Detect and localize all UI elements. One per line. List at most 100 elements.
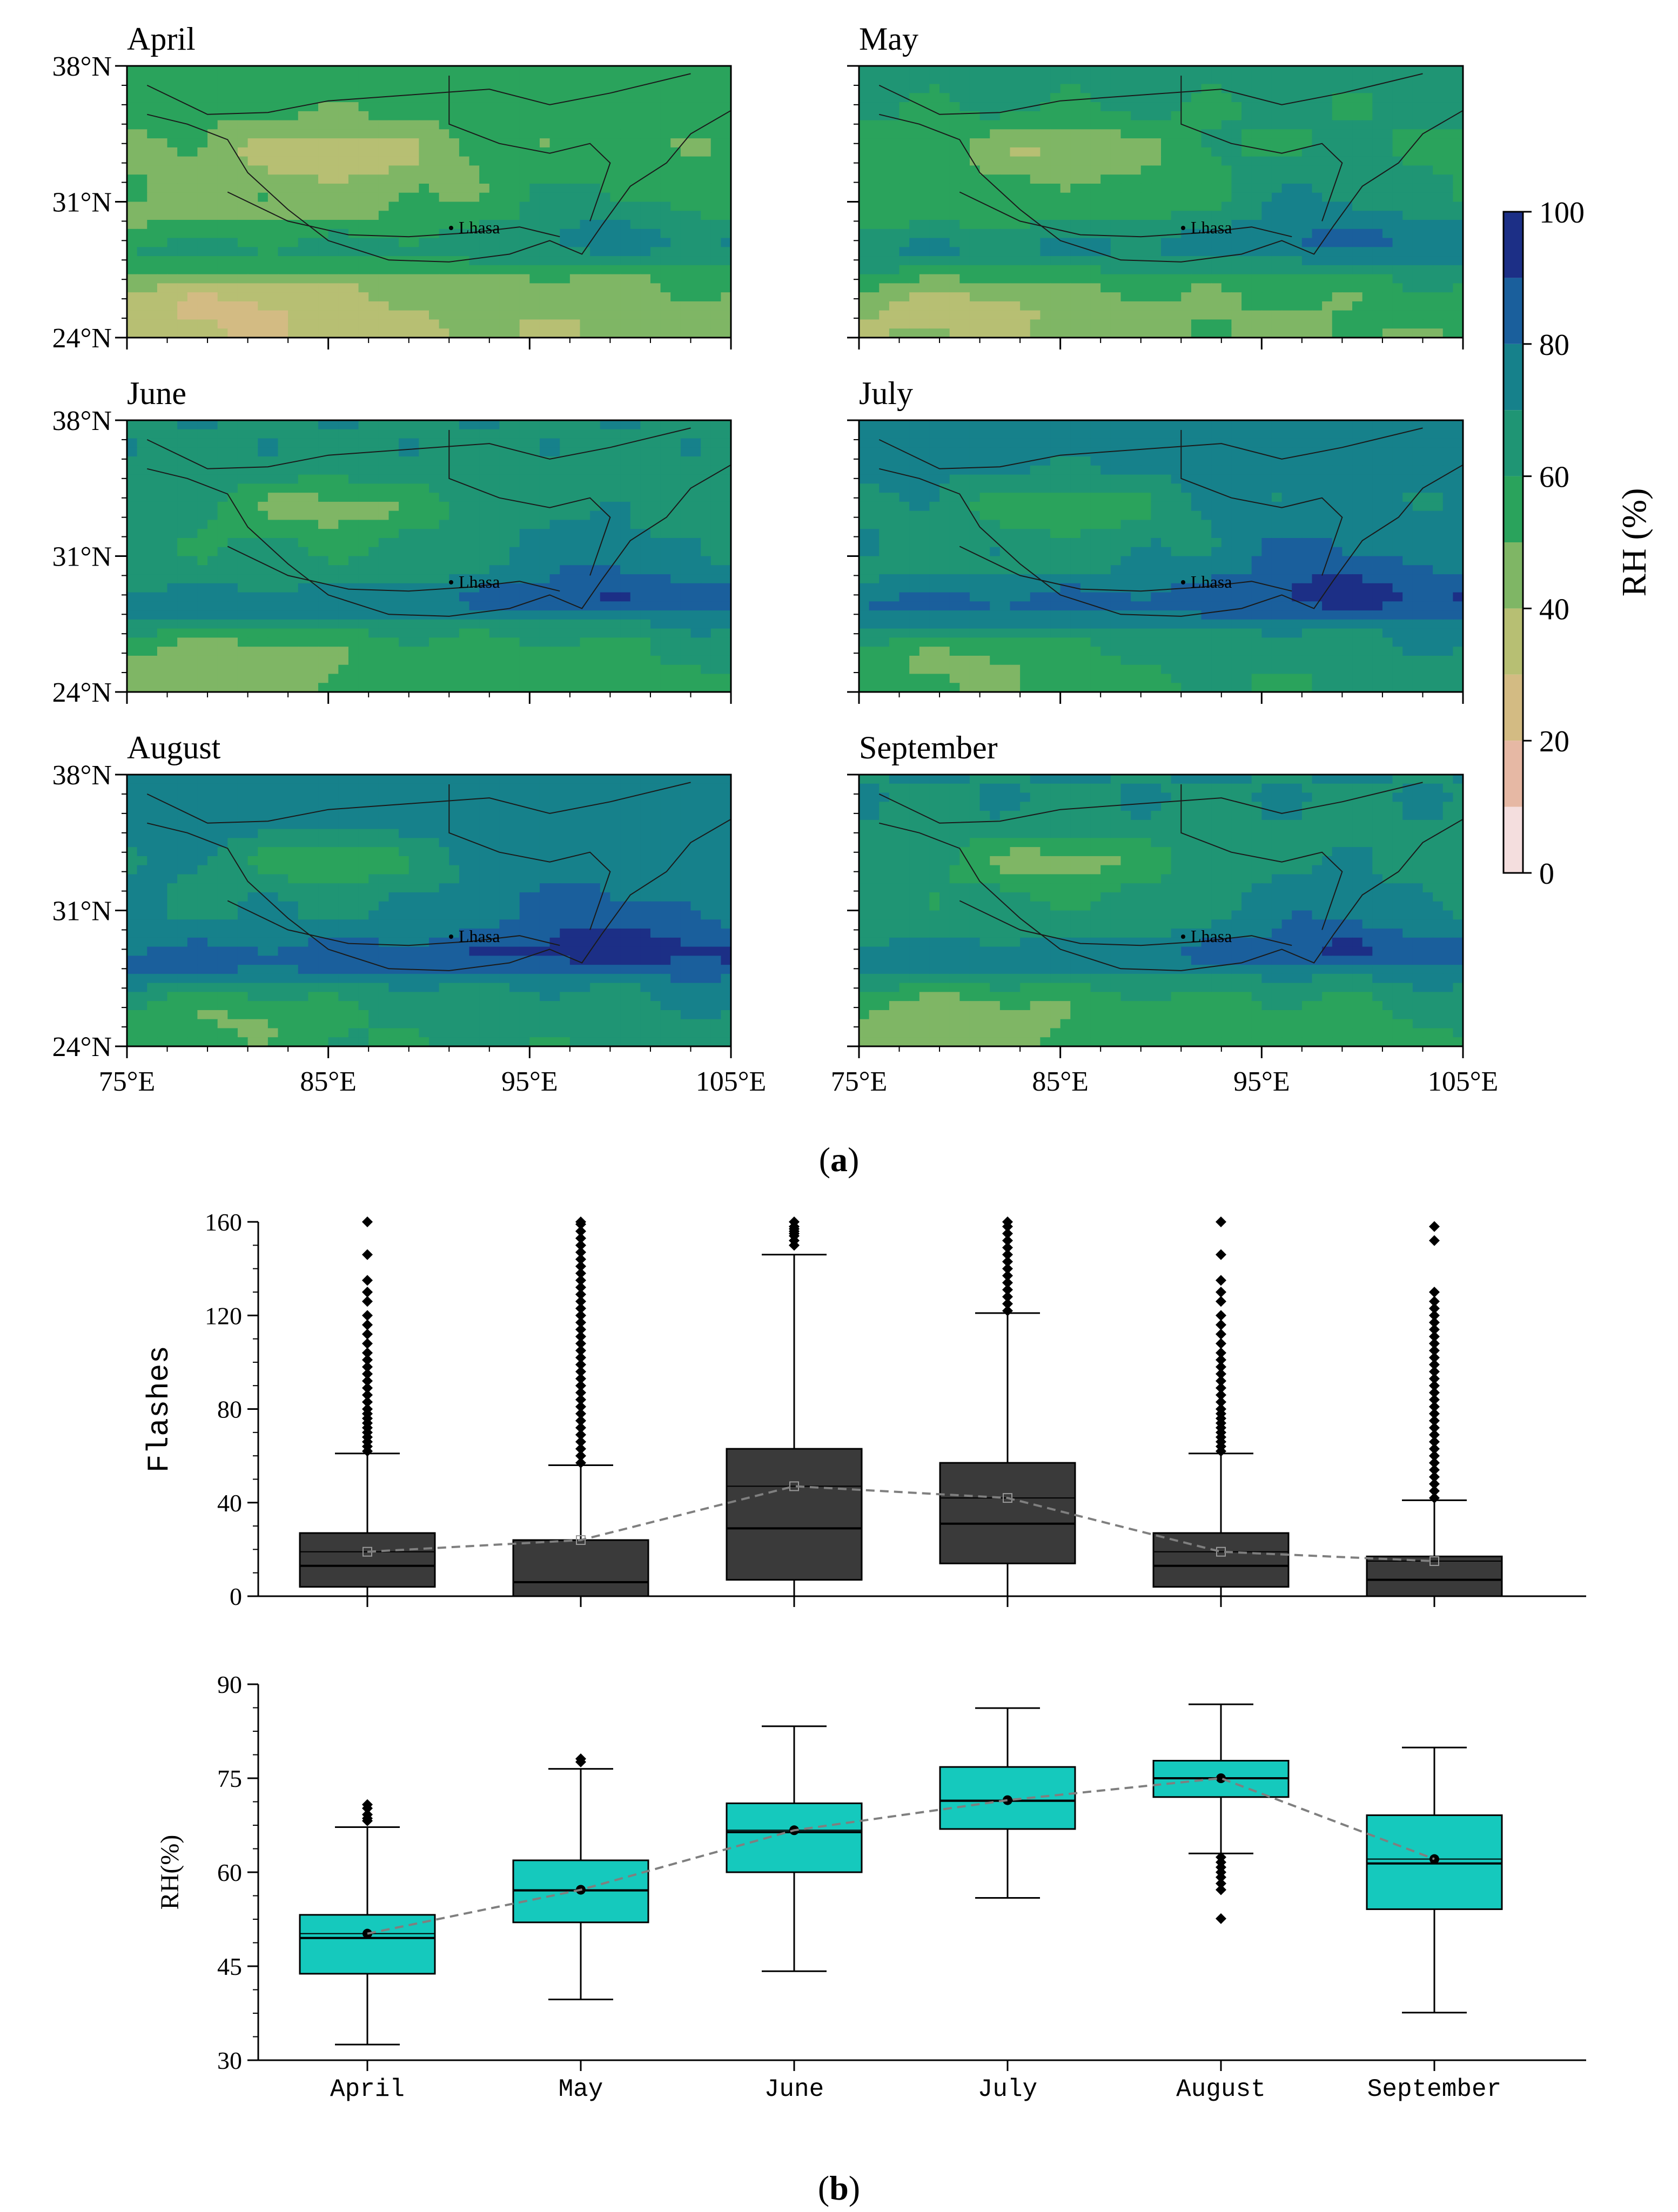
rh-cell bbox=[909, 138, 920, 148]
rh-cell bbox=[177, 93, 188, 103]
rh-cell bbox=[399, 84, 410, 94]
rh-cell bbox=[529, 183, 540, 193]
rh-cell bbox=[137, 265, 148, 275]
rh-cell bbox=[1453, 174, 1463, 184]
rh-cell bbox=[278, 420, 288, 430]
rh-cell bbox=[358, 192, 369, 203]
rh-cell bbox=[338, 429, 349, 439]
rh-cell bbox=[979, 156, 991, 166]
rh-cell bbox=[237, 547, 249, 557]
rh-cell bbox=[560, 111, 570, 121]
rh-cell bbox=[419, 420, 429, 430]
rh-cell bbox=[288, 165, 299, 175]
rh-cell bbox=[1352, 120, 1363, 130]
rh-cell bbox=[519, 165, 531, 175]
rh-cell bbox=[479, 201, 490, 212]
rh-cell bbox=[137, 238, 148, 248]
rh-cell bbox=[529, 174, 540, 184]
rh-cell bbox=[388, 147, 399, 157]
rh-cell bbox=[549, 129, 561, 139]
rh-cell bbox=[979, 183, 991, 193]
rh-cell bbox=[919, 66, 930, 76]
rh-cell bbox=[368, 510, 379, 521]
rh-cell bbox=[610, 547, 621, 557]
rh-cell bbox=[580, 247, 590, 257]
rh-cell bbox=[1453, 75, 1463, 85]
rh-cell bbox=[610, 220, 621, 230]
rh-cell bbox=[640, 283, 651, 293]
rh-cell bbox=[338, 156, 349, 166]
rh-cell bbox=[408, 429, 420, 439]
rh-cell bbox=[157, 319, 168, 330]
rh-cell bbox=[1412, 156, 1424, 166]
rh-cell bbox=[449, 301, 460, 311]
rh-cell bbox=[1010, 238, 1021, 248]
rh-cell bbox=[640, 147, 651, 157]
rh-cell bbox=[318, 256, 329, 266]
rh-cell bbox=[549, 93, 561, 103]
rh-cell bbox=[227, 201, 238, 212]
rh-cell bbox=[1161, 66, 1172, 76]
rh-cell bbox=[1151, 129, 1162, 139]
rh-cell bbox=[278, 447, 288, 457]
rh-cell bbox=[560, 520, 570, 529]
rh-cell bbox=[990, 138, 1001, 148]
rh-cell bbox=[237, 165, 249, 175]
rh-cell bbox=[1392, 319, 1403, 330]
rh-cell bbox=[1442, 156, 1454, 166]
rh-cell bbox=[1442, 84, 1454, 94]
rh-cell bbox=[670, 129, 681, 139]
rh-cell bbox=[701, 537, 712, 548]
rh-cell bbox=[358, 610, 369, 620]
rh-cell bbox=[1181, 147, 1192, 157]
rh-cell bbox=[690, 201, 701, 212]
rh-cell bbox=[549, 474, 561, 485]
rh-cell bbox=[237, 156, 249, 166]
rh-cell bbox=[338, 493, 349, 502]
rh-cell bbox=[1352, 274, 1363, 284]
rh-cell bbox=[529, 501, 540, 512]
rh-cell bbox=[429, 111, 440, 121]
rh-cell bbox=[630, 310, 641, 320]
rh-cell bbox=[247, 310, 259, 320]
rh-cell bbox=[177, 483, 188, 493]
rh-cell bbox=[318, 447, 329, 457]
rh-cell bbox=[348, 474, 359, 485]
rh-cell bbox=[569, 174, 581, 184]
rh-cell bbox=[919, 274, 930, 284]
rh-cell bbox=[298, 565, 309, 575]
rh-cell bbox=[479, 547, 490, 557]
rh-cell bbox=[368, 592, 379, 602]
rh-cell bbox=[1020, 292, 1031, 302]
rh-cell bbox=[137, 165, 148, 175]
rh-cell bbox=[1402, 292, 1413, 302]
rh-cell bbox=[489, 147, 500, 157]
rh-cell bbox=[127, 474, 138, 485]
rh-cell bbox=[137, 529, 148, 539]
rh-cell bbox=[1181, 75, 1192, 85]
rh-cell bbox=[670, 211, 681, 220]
rh-cell bbox=[1211, 174, 1222, 184]
rh-cell bbox=[439, 183, 450, 193]
rh-cell bbox=[1422, 120, 1433, 130]
rh-cell bbox=[640, 183, 651, 193]
rh-cell bbox=[549, 493, 561, 502]
rh-cell bbox=[999, 319, 1011, 330]
rh-cell bbox=[1171, 75, 1182, 85]
rh-cell bbox=[650, 474, 661, 485]
rh-cell bbox=[690, 274, 701, 284]
rh-cell bbox=[489, 75, 500, 85]
rh-cell bbox=[889, 247, 900, 257]
rh-cell bbox=[217, 183, 229, 193]
rh-cell bbox=[959, 111, 970, 121]
rh-cell bbox=[378, 265, 390, 275]
rh-cell bbox=[539, 84, 551, 94]
rh-cell bbox=[288, 483, 299, 493]
rh-cell bbox=[439, 256, 450, 266]
rh-cell bbox=[620, 328, 631, 338]
rh-cell bbox=[660, 120, 671, 130]
rh-cell bbox=[569, 420, 581, 430]
rh-cell bbox=[328, 474, 339, 485]
rh-cell bbox=[298, 256, 309, 266]
rh-cell bbox=[879, 66, 890, 76]
